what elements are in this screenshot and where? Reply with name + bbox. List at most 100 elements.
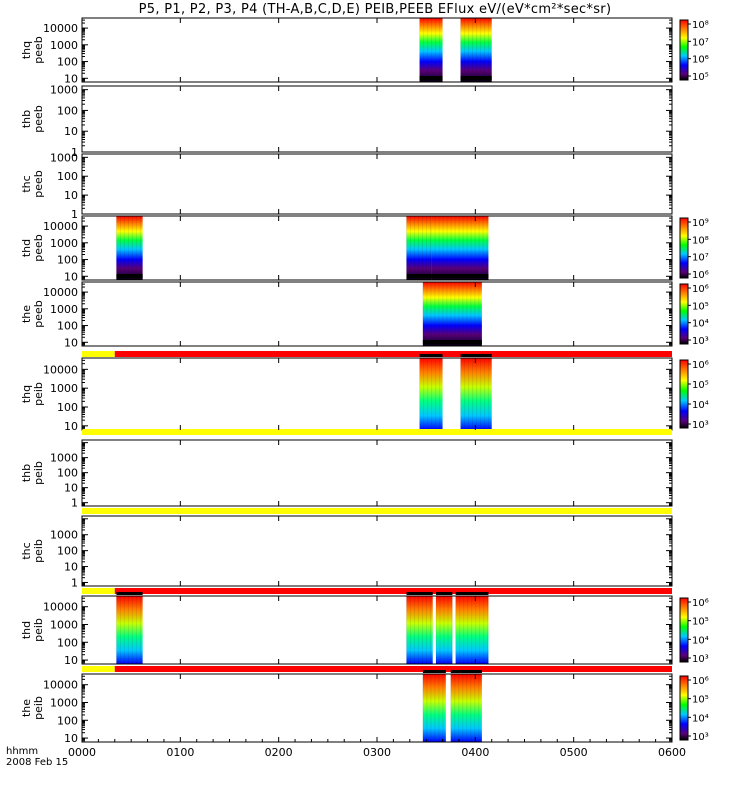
y-tick-label: 1000 xyxy=(50,84,78,97)
panel-label-product: peib xyxy=(32,696,45,720)
colorbar-tick-label: 10⁶ xyxy=(692,360,709,371)
y-tick-label: 1000 xyxy=(50,151,78,164)
y-tick-label: 1000 xyxy=(50,382,78,395)
colorbar xyxy=(679,283,689,345)
panel-frame xyxy=(81,515,673,587)
y-tick-label: 100 xyxy=(57,714,78,727)
panel-label-product: peib xyxy=(32,382,45,406)
y-tick-label: 1000 xyxy=(50,303,78,316)
x-tick-label: 0400 xyxy=(461,746,489,759)
panel-label-probe: the xyxy=(20,305,33,323)
data-marker-bar xyxy=(455,592,489,595)
y-tick-label: 1000 xyxy=(50,452,78,465)
low-energy-band xyxy=(460,76,492,80)
spectrogram-block xyxy=(422,282,482,346)
spectrogram-block xyxy=(419,358,443,430)
spectrogram-block xyxy=(116,216,143,280)
panel-label-probe: thb xyxy=(20,110,33,128)
chart-title: P5, P1, P2, P3, P4 (TH-A,B,C,D,E) PEIB,P… xyxy=(138,2,612,17)
data-marker-bar xyxy=(116,592,143,595)
panel-label-probe: thq xyxy=(20,385,33,403)
y-tick-label: 1 xyxy=(71,497,78,510)
data-marker-bar xyxy=(419,354,443,357)
colorbar xyxy=(679,217,689,279)
y-tick-label: 1 xyxy=(71,576,78,589)
panel-label-probe: thc xyxy=(20,542,33,559)
y-tick-label: 10000 xyxy=(43,679,78,692)
panel-thc-peeb: 1 10 100 1000 thcpeeb xyxy=(20,151,673,221)
colorbar-tick-label: 10³ xyxy=(692,420,709,431)
data-marker-bar xyxy=(422,670,446,673)
low-energy-band xyxy=(116,274,143,278)
colorbar-tick-label: 10⁷ xyxy=(692,253,709,264)
panel-label-product: peeb xyxy=(32,234,45,262)
y-tick-label: 100 xyxy=(57,545,78,558)
spectrogram-block xyxy=(422,674,446,742)
x-tick-label: 0000 xyxy=(68,746,96,759)
colorbar-tick-label: 10⁷ xyxy=(692,37,709,48)
panel-label: thdpeib xyxy=(20,618,45,642)
y-tick-label: 10 xyxy=(64,336,78,349)
y-tick-label: 100 xyxy=(57,254,78,267)
y-tick-label: 10 xyxy=(64,189,78,202)
data-marker-bar xyxy=(406,592,433,595)
y-tick-label: 10 xyxy=(64,72,78,85)
panel-label: thbpeib xyxy=(20,461,45,485)
panel-label-product: peib xyxy=(32,618,45,642)
y-tick-label: 100 xyxy=(57,467,78,480)
panel-label-probe: thc xyxy=(20,175,33,192)
x-tick-label: 0500 xyxy=(560,746,588,759)
panel-frame xyxy=(81,281,673,347)
y-tick-label: 10 xyxy=(64,270,78,283)
panel-frame xyxy=(81,153,673,215)
colorbar-tick-label: 10⁹ xyxy=(692,218,709,229)
status-bar-segment xyxy=(82,666,115,672)
status-bar-segment xyxy=(114,351,673,357)
y-tick-label: 10 xyxy=(64,482,78,495)
data-marker-bar xyxy=(436,592,453,595)
low-energy-band xyxy=(406,274,432,278)
panel-frame xyxy=(81,595,673,665)
y-tick-label: 1000 xyxy=(50,618,78,631)
spectrogram-block xyxy=(450,674,482,742)
spectrogram-block xyxy=(460,18,492,82)
panel-thb-peeb: 1 10 100 1000 thbpeeb xyxy=(20,84,673,159)
panel-frame xyxy=(81,673,673,743)
y-tick-label: 1000 xyxy=(50,237,78,250)
panel-label-product: peib xyxy=(32,539,45,563)
panel-label-probe: thq xyxy=(20,41,33,59)
panel-frame xyxy=(81,439,673,507)
status-bar-segment xyxy=(82,508,672,514)
y-tick-label: 100 xyxy=(57,170,78,183)
colorbar xyxy=(679,675,689,741)
panel-label-probe: the xyxy=(20,699,33,717)
panel-frame xyxy=(81,17,673,83)
y-tick-label: 10000 xyxy=(43,286,78,299)
panel-thb-peib: 1 10 100 1000 thbpeib xyxy=(20,429,673,510)
spectrogram-block xyxy=(406,216,432,280)
x-tick-label: 0100 xyxy=(166,746,194,759)
panel-label-product: peeb xyxy=(32,300,45,328)
y-tick-label: 10000 xyxy=(43,22,78,35)
y-tick-label: 100 xyxy=(57,636,78,649)
low-energy-band xyxy=(422,340,482,344)
colorbar-tick-label: 10³ xyxy=(692,654,709,665)
y-tick-label: 10 xyxy=(64,561,78,574)
date-label: 2008 Feb 15 xyxy=(6,757,69,768)
time-unit-label: hhmm xyxy=(6,746,39,757)
panel-label-probe: thd xyxy=(20,621,33,639)
panel-thc-peib: 1 10 100 1000 thcpeib xyxy=(20,508,673,589)
panel-label: thepeib xyxy=(20,696,45,720)
x-tick-label: 0600 xyxy=(658,746,686,759)
y-tick-label: 10000 xyxy=(43,220,78,233)
status-bar-segment xyxy=(114,666,673,672)
y-tick-label: 100 xyxy=(57,401,78,414)
colorbar xyxy=(679,597,689,663)
y-tick-label: 1 xyxy=(71,208,78,221)
panel-label-probe: thd xyxy=(20,239,33,257)
panel-the-peib: 10 100 1000 10000 thepeib 10³ 10⁴ 10⁵ 10⁶ xyxy=(20,666,709,745)
colorbar-tick-label: 10⁵ xyxy=(692,72,709,83)
colorbar-tick-label: 10⁵ xyxy=(692,380,709,391)
panel-thd-peib: 10 100 1000 10000 thdpeib 10³ 10⁴ 10⁵ 10⁶ xyxy=(20,588,709,667)
